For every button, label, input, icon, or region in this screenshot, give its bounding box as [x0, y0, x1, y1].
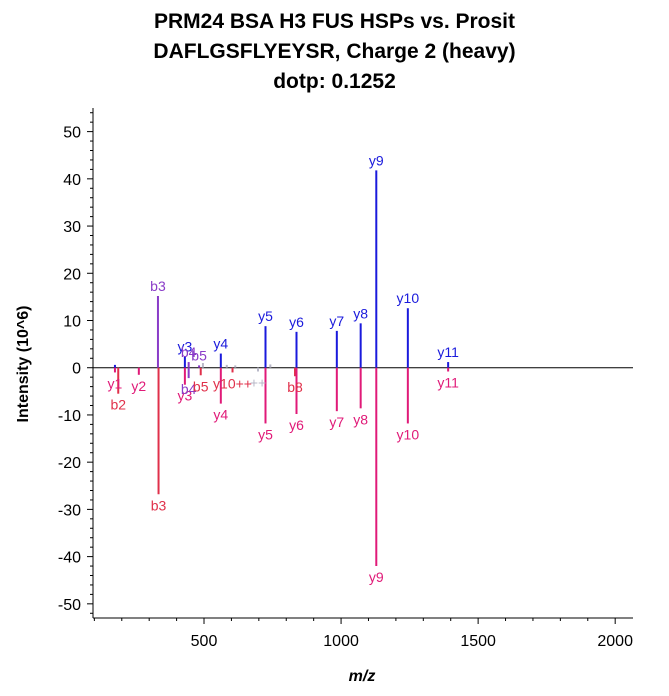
x-tick-label: 500: [191, 633, 218, 650]
peak-label-y3: y3: [177, 388, 192, 404]
chart-title-line-2: DAFLGSFLYEYSR, Charge 2 (heavy): [153, 40, 516, 63]
peak-label-b2: b2: [110, 397, 126, 413]
y-tick-label: 10: [63, 314, 81, 331]
peak-label-y8: y8: [353, 411, 368, 427]
x-tick-label: 1500: [460, 633, 496, 650]
y-axis-label: Intensity (10^6): [15, 306, 32, 423]
peak-label-y3: y3: [177, 338, 192, 354]
x-tick-label: 1000: [323, 633, 359, 650]
y-tick-label: 30: [63, 219, 81, 236]
peak-label-b4: b4: [181, 344, 197, 360]
peak-label-y10: y10: [397, 426, 420, 442]
peak-label-y11: y11: [437, 344, 459, 360]
y-tick-label: -40: [58, 550, 81, 567]
y-tick-label: -20: [58, 455, 81, 472]
peak-label-b4: b4: [181, 381, 197, 397]
chart-title-line-1: PRM24 BSA H3 FUS HSPs vs. Prosit: [154, 10, 515, 33]
peak-label-y1: y1: [108, 375, 123, 391]
peak-label-b3: b3: [150, 278, 166, 294]
y-tick-label: 20: [63, 266, 81, 283]
peak-label-++: ++: [250, 375, 266, 391]
peak-label-y4: y4: [213, 336, 228, 352]
y-tick-label: 40: [63, 172, 81, 189]
x-axis-label: m/z: [349, 668, 376, 685]
peak-label-y11: y11: [437, 375, 459, 391]
peak-label-y10++: y10++: [213, 375, 252, 391]
peak-label-y2: y2: [131, 378, 146, 394]
peak-label-y5: y5: [258, 426, 273, 442]
y-tick-label: -30: [58, 502, 81, 519]
peak-label-y9: y9: [369, 569, 384, 585]
y-tick-label: -10: [58, 408, 81, 425]
y-tick-label: 0: [72, 361, 81, 378]
peak-label-b5: b5: [191, 347, 207, 363]
peak-label-b3: b3: [151, 497, 167, 513]
chart-title-line-3: dotp: 0.1252: [273, 70, 396, 93]
peak-label-b5: b5: [193, 378, 209, 394]
peak-label-y5: y5: [258, 308, 273, 324]
peak-label-y6: y6: [289, 417, 304, 433]
peak-label-y7: y7: [329, 313, 344, 329]
peak-label-y4: y4: [213, 407, 228, 423]
peak-label-y6: y6: [289, 314, 304, 330]
x-tick-label: 2000: [597, 633, 633, 650]
y-tick-label: -50: [58, 597, 81, 614]
peak-label-y8: y8: [353, 305, 368, 321]
peak-label-y10: y10: [397, 290, 420, 306]
peak-label-y7: y7: [329, 414, 344, 430]
peak-label-b8: b8: [287, 379, 303, 395]
y-tick-label: 50: [63, 125, 81, 142]
peak-label-y9: y9: [369, 152, 384, 168]
